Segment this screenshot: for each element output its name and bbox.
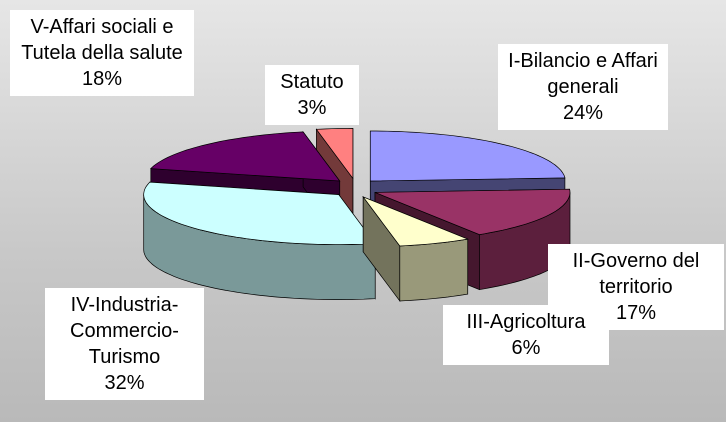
- pie-slice: [362, 195, 469, 303]
- value-label: 6%: [511, 337, 541, 359]
- category-name: IV-Industria-Commercio-Turismo: [70, 294, 179, 368]
- value-label: 24%: [562, 102, 604, 124]
- category-name: I-Bilancio e Affari generali: [508, 50, 658, 98]
- slice-top: [369, 130, 566, 182]
- slice-top: [362, 196, 469, 247]
- category-name: II-Governo del territorio: [572, 250, 700, 298]
- slice-wall: [399, 238, 469, 302]
- value-label: 3%: [297, 97, 327, 119]
- value-label: 32%: [104, 372, 145, 394]
- slice-top: [315, 128, 354, 180]
- value-label: 17%: [615, 302, 657, 324]
- data-label: I-Bilancio e Affari generali 24%: [498, 44, 668, 130]
- value-label: 18%: [81, 68, 123, 90]
- data-label: IV-Industria-Commercio-Turismo 32%: [45, 288, 204, 400]
- data-label: V-Affari sociali e Tutela della salute 18…: [10, 10, 194, 96]
- category-name: III-Agricoltura: [466, 311, 586, 333]
- slice-top: [143, 181, 376, 245]
- slice-top: [150, 131, 341, 182]
- pie-slice: [143, 181, 376, 300]
- category-name: Statuto: [280, 71, 344, 93]
- category-name: V-Affari sociali e Tutela della salute: [21, 16, 183, 64]
- data-label: Statuto 3%: [265, 65, 359, 125]
- slice-top: [374, 188, 571, 235]
- data-label: III-Agricoltura 6%: [443, 305, 609, 365]
